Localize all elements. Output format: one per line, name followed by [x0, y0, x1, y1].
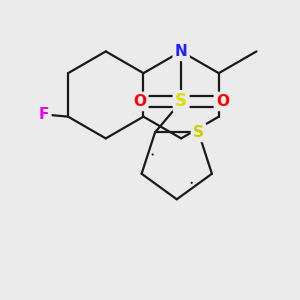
Text: O: O — [216, 94, 229, 109]
Text: S: S — [175, 92, 187, 110]
Text: N: N — [175, 44, 188, 59]
Text: F: F — [39, 107, 50, 122]
Text: O: O — [133, 94, 146, 109]
Text: S: S — [193, 125, 204, 140]
